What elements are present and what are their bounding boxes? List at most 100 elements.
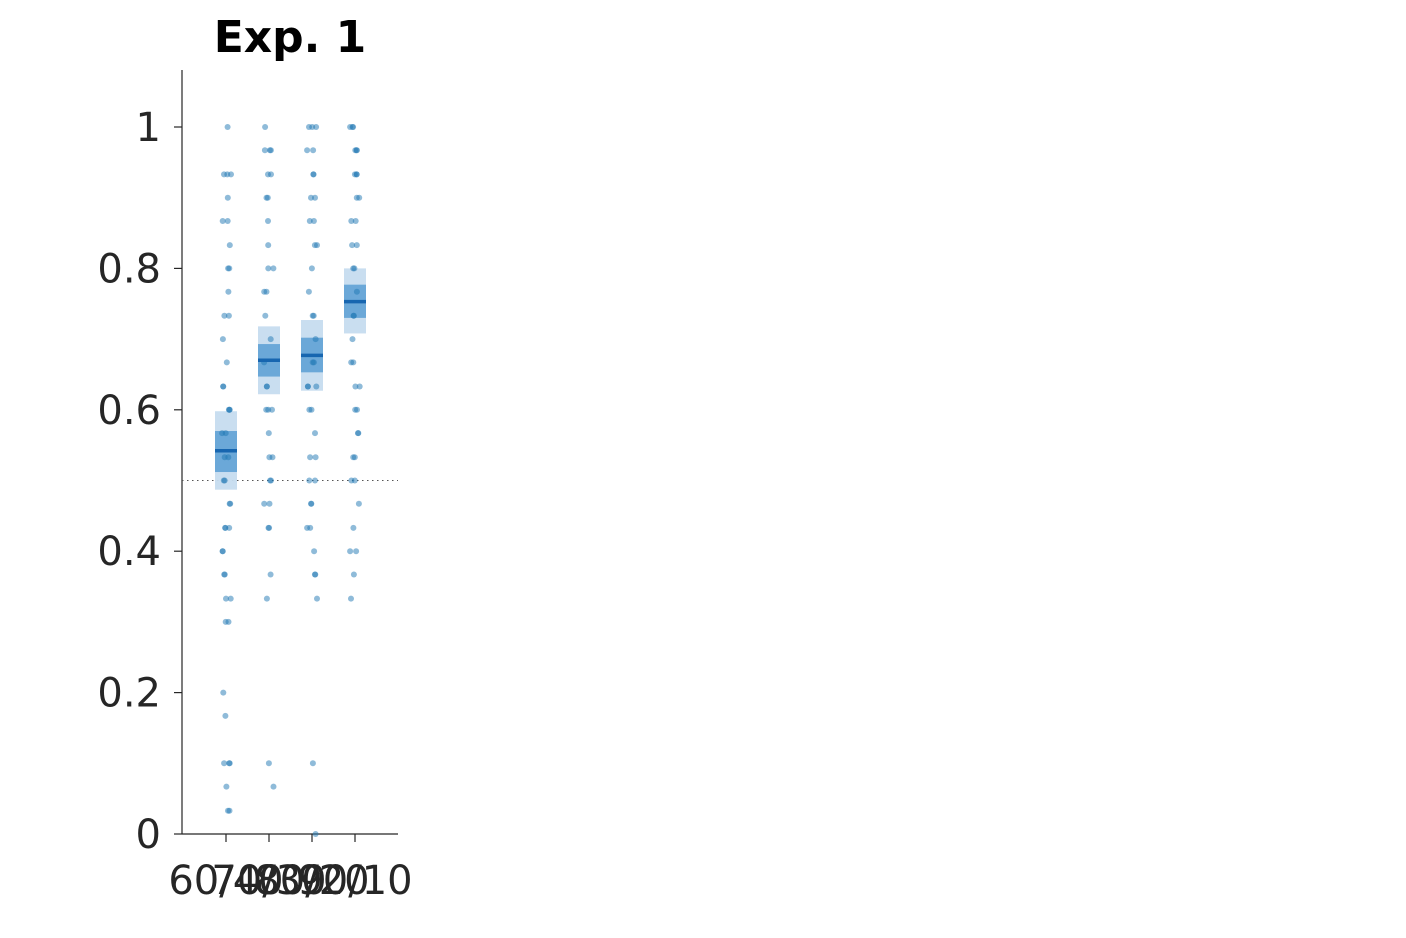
data-point (220, 689, 227, 696)
data-point (310, 359, 317, 366)
data-point (261, 500, 268, 507)
data-point (356, 383, 363, 390)
data-point (351, 454, 358, 461)
y-tick-label: 1 (136, 105, 161, 151)
data-point (225, 618, 232, 625)
data-point (313, 383, 320, 390)
data-point (265, 265, 272, 272)
data-point (270, 783, 277, 790)
data-point (263, 383, 270, 390)
data-point (268, 477, 274, 484)
y-tick-label: 0.8 (97, 246, 161, 292)
data-point (264, 194, 271, 201)
data-point (314, 242, 320, 249)
y-tick-label: 0 (136, 812, 161, 858)
data-point (355, 500, 362, 507)
data-point (353, 548, 360, 555)
data-point (262, 312, 269, 319)
y-tick-label: 0.4 (97, 529, 161, 575)
data-point (222, 430, 229, 437)
data-point (312, 477, 318, 484)
data-point (349, 336, 356, 343)
data-point (265, 430, 272, 437)
data-point (305, 288, 312, 295)
y-axis-ticks: 0 0.2 0.4 0.6 0.8 1 (97, 105, 182, 858)
data-point (349, 242, 356, 249)
data-point (353, 288, 360, 295)
data-point (223, 783, 230, 790)
data-point (266, 500, 273, 507)
data-point (265, 242, 272, 249)
data-point (311, 548, 318, 555)
data-point (309, 760, 316, 767)
data-point (312, 430, 318, 437)
data-point (263, 288, 270, 295)
data-point (306, 477, 313, 484)
data-point (261, 147, 268, 154)
data-point (353, 171, 360, 178)
data-point (353, 147, 360, 154)
x-tick-label: 90/10 (297, 858, 412, 904)
data-point (348, 359, 355, 366)
data-point (228, 171, 234, 178)
data-point (310, 218, 317, 224)
data-point-layer (219, 124, 363, 837)
data-point (220, 383, 227, 390)
data-point (307, 454, 314, 461)
data-point (266, 524, 273, 531)
data-point (312, 454, 319, 461)
data-point (307, 524, 314, 531)
data-point (221, 312, 228, 319)
data-point (263, 406, 270, 413)
data-point (352, 406, 359, 413)
data-point (267, 571, 274, 578)
data-point (223, 359, 230, 366)
data-point (221, 571, 228, 578)
y-tick-label: 0.6 (97, 388, 161, 434)
data-point (348, 477, 355, 484)
x-tick-label: 60/40 (168, 858, 283, 904)
data-point (221, 477, 228, 484)
data-point (304, 147, 311, 154)
data-point (350, 312, 357, 319)
data-point (219, 218, 226, 224)
data-point (353, 194, 360, 201)
data-point (347, 548, 354, 555)
data-point (310, 312, 317, 319)
chart-title: Exp. 1 (214, 12, 367, 63)
data-point (312, 831, 319, 837)
data-point (226, 500, 233, 507)
data-point (225, 807, 231, 814)
data-point (352, 218, 359, 224)
data-point (348, 218, 355, 224)
data-point (310, 171, 317, 178)
data-point (265, 218, 271, 224)
data-point (352, 383, 359, 390)
data-point (312, 194, 318, 201)
data-point (308, 406, 315, 413)
data-point (349, 124, 356, 130)
data-point (226, 760, 233, 767)
data-point (262, 124, 269, 130)
data-point (224, 194, 231, 201)
data-point (269, 454, 276, 461)
data-point (269, 406, 275, 413)
data-point (270, 265, 277, 272)
data-point (226, 524, 233, 531)
x-tick-label: 80/20 (254, 858, 369, 904)
y-tick-label: 0.2 (97, 671, 161, 717)
data-point (225, 288, 232, 295)
data-point (226, 265, 233, 272)
data-point (312, 336, 319, 343)
mean-line-layer (215, 299, 366, 453)
data-point (225, 312, 232, 319)
interval-band-layer (215, 268, 366, 490)
data-point (224, 124, 231, 130)
data-point (222, 712, 229, 719)
data-point (304, 383, 311, 390)
data-point (355, 430, 361, 437)
x-tick-label: 70/30 (211, 858, 326, 904)
data-point (227, 595, 234, 602)
